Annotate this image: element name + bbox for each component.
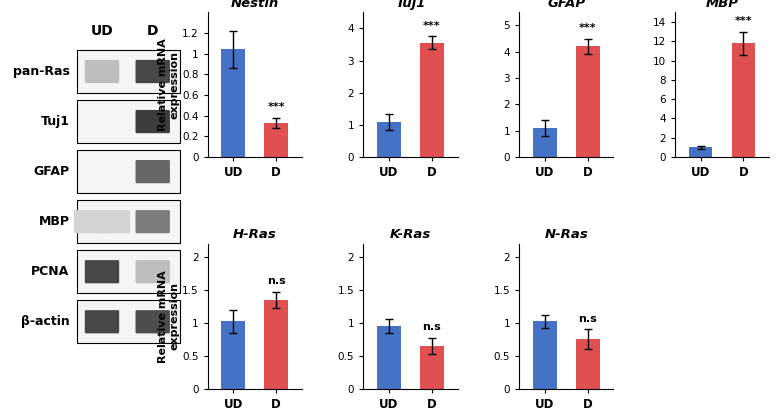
Bar <box>378 326 401 389</box>
Text: UD: UD <box>91 24 113 38</box>
FancyBboxPatch shape <box>85 260 119 283</box>
Y-axis label: Relative mRNA
expression: Relative mRNA expression <box>158 270 179 362</box>
Title: MBP: MBP <box>706 0 738 10</box>
FancyBboxPatch shape <box>77 100 180 143</box>
Title: N-Ras: N-Ras <box>545 228 588 241</box>
Text: Tuj1: Tuj1 <box>40 115 69 128</box>
FancyBboxPatch shape <box>74 210 108 233</box>
FancyBboxPatch shape <box>135 60 170 83</box>
FancyBboxPatch shape <box>135 210 170 233</box>
Bar <box>221 321 245 389</box>
FancyBboxPatch shape <box>77 300 180 344</box>
Bar <box>378 121 401 157</box>
FancyBboxPatch shape <box>77 200 180 243</box>
Text: n.s: n.s <box>267 276 286 286</box>
Text: D: D <box>147 24 159 38</box>
Text: ***: *** <box>579 23 597 33</box>
Bar <box>576 339 600 389</box>
FancyBboxPatch shape <box>77 50 180 93</box>
FancyBboxPatch shape <box>85 310 119 333</box>
Title: K-Ras: K-Ras <box>390 228 431 241</box>
FancyBboxPatch shape <box>135 160 170 183</box>
Bar <box>576 47 600 157</box>
Text: ***: *** <box>735 16 752 26</box>
FancyBboxPatch shape <box>135 260 170 283</box>
Text: n.s: n.s <box>423 322 441 332</box>
Text: GFAP: GFAP <box>33 165 69 178</box>
Bar <box>264 300 288 389</box>
Bar <box>533 128 556 157</box>
FancyBboxPatch shape <box>135 110 170 133</box>
Y-axis label: Relative mRNA
expression: Relative mRNA expression <box>158 38 179 131</box>
Bar <box>264 123 288 157</box>
FancyBboxPatch shape <box>77 150 180 193</box>
Title: H-Ras: H-Ras <box>233 228 277 241</box>
FancyBboxPatch shape <box>135 310 170 333</box>
Text: pan-Ras: pan-Ras <box>12 65 69 78</box>
Bar <box>533 321 556 389</box>
Bar <box>221 49 245 157</box>
Text: MBP: MBP <box>38 215 69 228</box>
Bar <box>732 43 755 157</box>
Title: Nestin: Nestin <box>231 0 279 10</box>
FancyBboxPatch shape <box>77 250 180 293</box>
Bar <box>420 43 444 157</box>
Text: ***: *** <box>267 102 285 112</box>
FancyBboxPatch shape <box>96 210 130 233</box>
Text: n.s: n.s <box>578 314 597 324</box>
Text: ***: *** <box>423 20 441 31</box>
Title: GFAP: GFAP <box>547 0 585 10</box>
Title: Tuj1: Tuj1 <box>395 0 426 10</box>
FancyBboxPatch shape <box>85 60 119 83</box>
Bar <box>420 346 444 389</box>
Text: β-actin: β-actin <box>21 315 69 328</box>
Bar <box>688 147 713 157</box>
Text: PCNA: PCNA <box>31 265 69 278</box>
